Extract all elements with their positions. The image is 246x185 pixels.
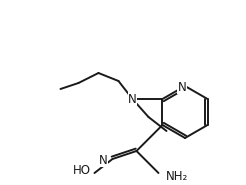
Text: NH₂: NH₂ [166, 169, 188, 182]
Text: N: N [178, 80, 186, 93]
Text: HO: HO [73, 164, 91, 177]
Text: N: N [99, 154, 108, 166]
Text: N: N [128, 92, 137, 105]
